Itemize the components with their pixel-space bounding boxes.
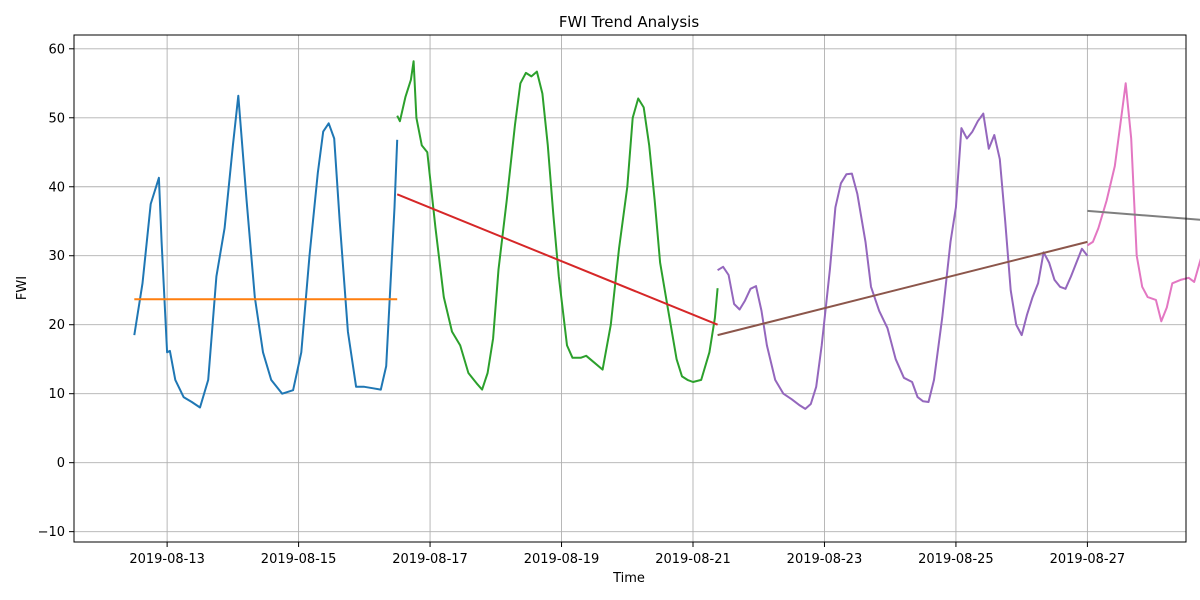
x-tick-label: 2019-08-15: [261, 552, 337, 567]
series-line-5: [717, 112, 1089, 410]
series-line-7: [1086, 82, 1200, 323]
y-tick-label: −10: [38, 525, 65, 540]
series-line-6: [717, 240, 1088, 337]
x-tick-label: 2019-08-25: [918, 552, 994, 567]
series-line-8: [1087, 209, 1200, 221]
x-tick-label: 2019-08-19: [524, 552, 600, 567]
series-line-1: [133, 94, 399, 409]
chart-title: FWI Trend Analysis: [559, 13, 699, 31]
x-tick-label: 2019-08-13: [129, 552, 205, 567]
grid: [74, 35, 1186, 542]
x-tick-label: 2019-08-27: [1050, 552, 1126, 567]
series-line-4: [396, 193, 718, 326]
x-tick-label: 2019-08-17: [392, 552, 468, 567]
x-tick-label: 2019-08-23: [787, 552, 863, 567]
x-tick-label: 2019-08-21: [655, 552, 731, 567]
plot-frame: [73, 34, 1187, 543]
x-axis-label: Time: [612, 571, 645, 586]
axis-ticks: 2019-08-13 2019-08-15 2019-08-17 2019-08-19…: [38, 42, 1126, 567]
y-tick-label: 20: [48, 318, 65, 333]
y-tick-label: 10: [48, 387, 65, 402]
y-tick-label: 0: [57, 456, 65, 471]
y-tick-label: 30: [48, 249, 65, 264]
y-axis-label: FWI: [15, 276, 30, 300]
y-tick-label: 40: [48, 180, 65, 195]
series-layer: [133, 60, 1200, 410]
series-line-3: [396, 60, 719, 391]
y-tick-label: 60: [48, 42, 65, 57]
y-tick-label: 50: [48, 111, 65, 126]
